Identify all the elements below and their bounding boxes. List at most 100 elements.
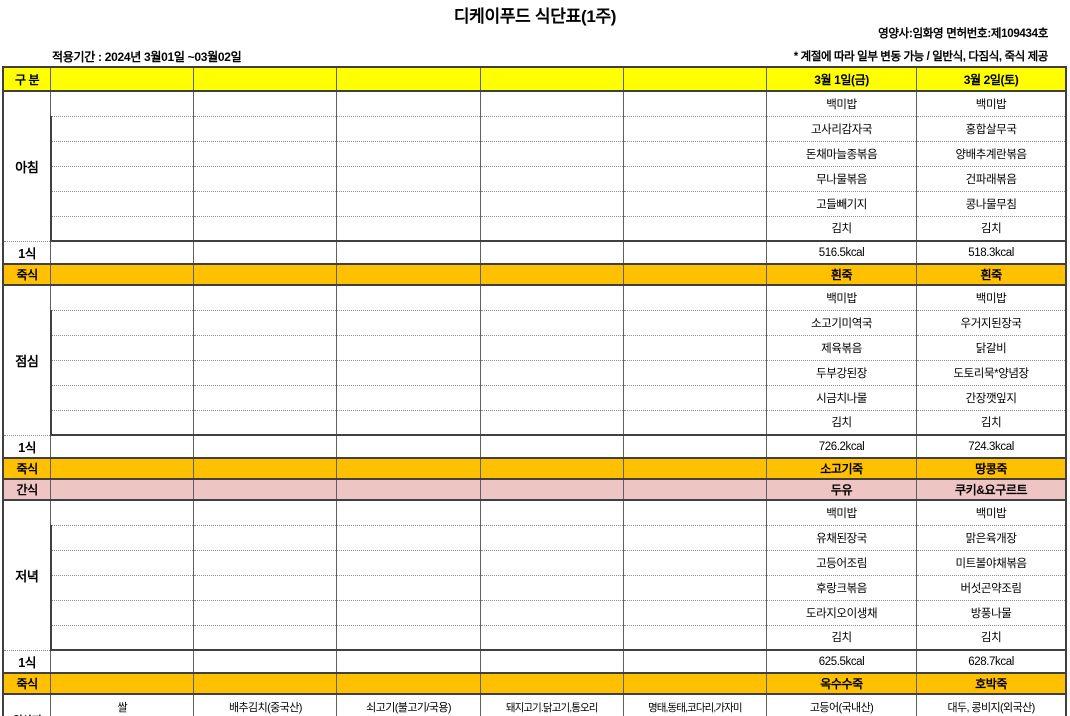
origin-cell: 돼지고기.닭고기,통오리 — [479, 694, 624, 716]
table-row-origin-1: 원산지 쌀 배추김치(중국산) 쇠고기(불고기/국용) 돼지고기.닭고기,통오리… — [2, 694, 1068, 716]
dish-cell — [193, 166, 338, 192]
kcal-cell — [479, 435, 624, 459]
dish-cell: 백미밥 — [916, 91, 1068, 117]
dish-cell — [622, 91, 767, 117]
dish-cell — [622, 216, 767, 242]
dish-cell: 백미밥 — [765, 285, 918, 311]
meal-label-dinner: 저녁 — [2, 500, 52, 651]
kcal-cell: 516.5kcal — [765, 241, 918, 265]
col-header-day3 — [336, 66, 481, 92]
page-title: 디케이푸드 식단표(1주) — [453, 7, 617, 26]
dish-cell — [49, 335, 195, 361]
dish-cell: 제육볶음 — [765, 335, 918, 361]
col-header-day4 — [479, 66, 624, 92]
dish-cell — [479, 600, 624, 626]
dish-cell — [479, 360, 624, 386]
dish-cell — [622, 500, 767, 526]
dish-cell — [193, 141, 338, 167]
table-row: 두부강된장 도토리묵*양념장 — [3, 360, 1068, 386]
dish-cell — [336, 600, 481, 626]
dish-cell — [193, 550, 338, 576]
table-row: 김치 김치 — [3, 410, 1068, 436]
meal-label-lunch: 점심 — [2, 285, 52, 436]
porridge-cell: 호박죽 — [916, 673, 1068, 695]
col-header-day7: 3월 2일(토) — [916, 66, 1068, 92]
dish-cell: 콩나물무침 — [916, 191, 1068, 217]
dish-cell — [336, 91, 481, 117]
dish-cell — [193, 360, 338, 386]
dish-cell — [193, 310, 338, 336]
dish-cell: 고등어조림 — [765, 550, 918, 576]
porridge-cell: 소고기죽 — [765, 458, 918, 480]
col-header-day5 — [622, 66, 767, 92]
dish-cell — [193, 285, 338, 311]
table-row-kcal-lunch: 1식 726.2kcal 724.3kcal — [2, 435, 1068, 459]
origin-cell: 명태,동태,코다리,가자미 — [622, 694, 767, 716]
dish-cell: 김치 — [765, 410, 918, 436]
dish-cell: 홍합살무국 — [916, 116, 1068, 142]
dish-cell — [49, 166, 195, 192]
dish-cell — [336, 310, 481, 336]
dish-cell — [622, 141, 767, 167]
kcal-cell — [622, 650, 767, 674]
dish-cell: 양배추계란볶음 — [916, 141, 1068, 167]
dish-cell — [336, 525, 481, 551]
dish-cell: 김치 — [916, 625, 1068, 651]
kcal-cell — [193, 435, 338, 459]
dish-cell: 간장깻잎지 — [916, 385, 1068, 411]
dish-cell — [193, 575, 338, 601]
porridge-cell — [336, 264, 481, 286]
dish-cell: 후랑크볶음 — [765, 575, 918, 601]
kcal-cell: 726.2kcal — [765, 435, 918, 459]
table-row: 유채된장국 맑은육개장 — [3, 525, 1068, 551]
dish-cell: 시금치나물 — [765, 385, 918, 411]
table-row: 김치 김치 — [3, 216, 1068, 242]
row-label-meal-kcal: 1식 — [2, 435, 52, 459]
porridge-cell: 땅콩죽 — [916, 458, 1068, 480]
row-label-meal-kcal: 1식 — [2, 650, 52, 674]
dish-cell — [622, 191, 767, 217]
dish-cell: 백미밥 — [765, 500, 918, 526]
table-row: 점심 백미밥 백미밥 — [2, 285, 1068, 436]
dish-cell — [479, 335, 624, 361]
table-row: 김치 김치 — [3, 625, 1068, 651]
porridge-cell: 흰죽 — [765, 264, 918, 286]
porridge-cell — [193, 673, 338, 695]
dish-cell — [622, 625, 767, 651]
dish-cell — [50, 500, 195, 526]
dish-cell: 고사리감자국 — [765, 116, 918, 142]
dish-cell — [479, 310, 624, 336]
table-row: 고들빼기지 콩나물무침 — [3, 191, 1068, 217]
dish-cell — [336, 141, 481, 167]
dish-cell — [193, 625, 338, 651]
dish-cell — [479, 410, 624, 436]
dish-cell — [479, 575, 624, 601]
table-row: 시금치나물 간장깻잎지 — [3, 385, 1068, 411]
dish-cell: 김치 — [916, 410, 1068, 436]
porridge-cell — [193, 264, 338, 286]
dish-cell: 버섯곤약조림 — [916, 575, 1068, 601]
porridge-cell — [336, 458, 481, 480]
dish-cell — [479, 166, 624, 192]
dish-cell — [49, 575, 195, 601]
row-label-porridge: 죽식 — [2, 458, 52, 480]
dish-cell — [479, 385, 624, 411]
snack-cell — [193, 479, 338, 501]
porridge-cell — [50, 673, 195, 695]
dish-cell — [336, 625, 481, 651]
col-header-day6: 3월 1일(금) — [765, 66, 918, 92]
porridge-cell: 옥수수죽 — [765, 673, 918, 695]
kcal-cell — [479, 241, 624, 265]
porridge-cell — [479, 458, 624, 480]
snack-cell: 두유 — [765, 479, 918, 501]
dish-cell — [49, 360, 195, 386]
dish-cell — [193, 116, 338, 142]
dish-cell — [49, 410, 195, 436]
dish-cell — [193, 525, 338, 551]
dish-cell: 김치 — [765, 216, 918, 242]
dish-cell — [622, 410, 767, 436]
dish-cell — [50, 285, 195, 311]
dish-cell — [193, 335, 338, 361]
dish-cell — [336, 191, 481, 217]
